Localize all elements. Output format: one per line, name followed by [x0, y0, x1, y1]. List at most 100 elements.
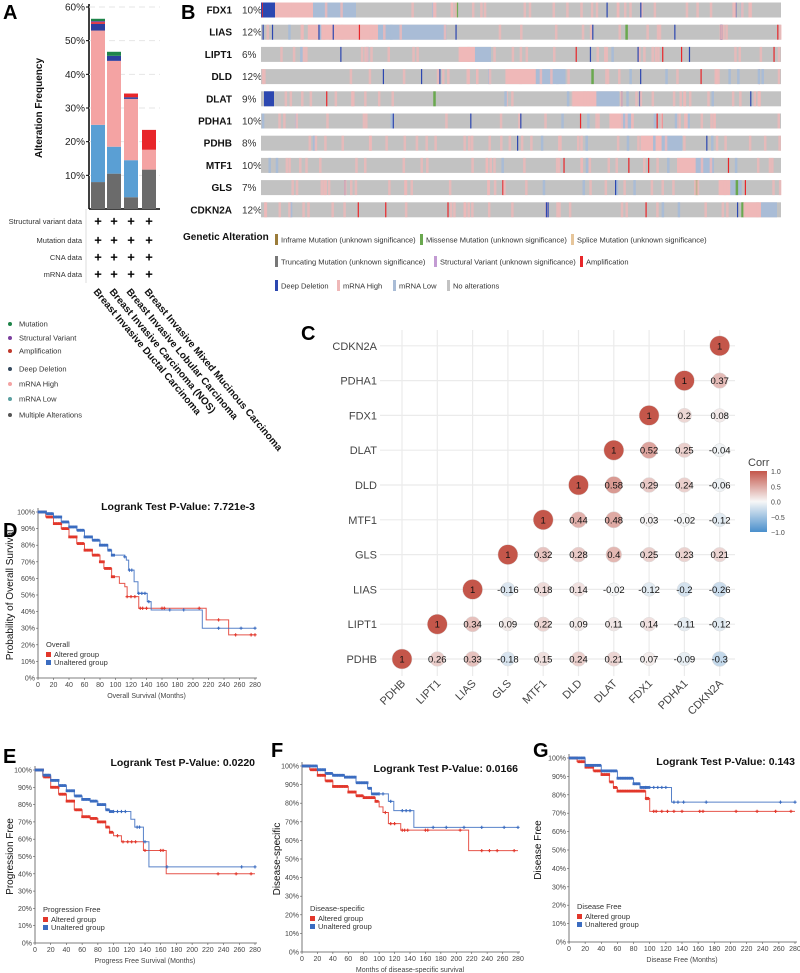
censor-mark: [81, 542, 85, 545]
oncoprint-legend-title: Genetic Alteration: [183, 232, 269, 243]
oncoprint-missense-mutation: [591, 69, 594, 85]
censor-mark: [69, 789, 72, 793]
gene-label: MTF1: [206, 161, 233, 172]
oncoprint-mrna-high: [377, 91, 381, 107]
censor-mark: [639, 789, 643, 793]
oncoprint-mrna-high: [696, 2, 699, 18]
oncoprint-track: [261, 180, 781, 196]
x-tick-label: 60: [614, 946, 622, 953]
colorbar-title: Corr: [748, 457, 770, 469]
oncoprint-mrna-high: [557, 157, 561, 173]
profile-plus-mark: +: [145, 250, 153, 265]
censor-mark: [137, 591, 141, 595]
censor-mark: [634, 789, 637, 793]
censor-mark: [121, 840, 125, 844]
censor-mark: [71, 535, 75, 539]
oncoprint-mrna-high: [404, 202, 408, 218]
censor-mark: [366, 781, 369, 785]
censor-mark: [93, 538, 97, 542]
censor-mark: [110, 810, 114, 813]
censor-mark: [39, 510, 42, 514]
censor-mark: [342, 785, 345, 788]
oncoprint-deep-deletion: [392, 113, 394, 129]
correlation-value: 0.24: [569, 655, 588, 666]
censor-mark: [102, 543, 105, 547]
oncoprint-mrna-high: [646, 24, 649, 40]
oncoprint-mrna-high: [709, 157, 713, 173]
profile-plus-mark: +: [145, 267, 153, 282]
x-tick-label: 240: [218, 682, 230, 689]
censor-mark: [623, 776, 627, 780]
censor-mark: [618, 776, 621, 780]
censor-mark: [582, 760, 586, 764]
oncoprint-mrna-high: [450, 2, 454, 18]
correlation-value: 0.18: [534, 585, 553, 596]
y-tick-label: 90%: [552, 774, 566, 781]
censor-mark: [239, 626, 243, 630]
oncoprint-deep-deletion: [332, 24, 334, 40]
censor-mark: [359, 794, 362, 798]
censor-mark: [593, 763, 596, 767]
correlation-circle: [464, 651, 481, 667]
oncoprint-mrna-high: [589, 24, 593, 40]
x-tick-label: 280: [789, 946, 800, 953]
oncoprint-legend-label: Splice Mutation (unknown significance): [577, 236, 707, 245]
correlation-value: -0.02: [674, 515, 696, 526]
oncoprint-mrna-high: [519, 46, 523, 62]
oncoprint-amplification: [358, 24, 361, 40]
censor-mark: [96, 803, 100, 806]
censor-mark: [90, 535, 93, 539]
censor-mark: [71, 525, 75, 529]
correlation-value: -0.18: [497, 655, 519, 666]
oncoprint-mrna-high: [275, 2, 313, 18]
censor-mark: [249, 872, 253, 876]
oncoprint-mrna-high: [340, 24, 344, 40]
oncoprint-mrna-low: [318, 24, 322, 40]
censor-mark: [582, 756, 586, 760]
oncoprint-mrna-high: [288, 157, 291, 173]
censor-mark: [357, 781, 360, 785]
correlation-circle: [676, 477, 692, 493]
correlation-circle: [500, 617, 515, 632]
oncoprint-mrna-high: [777, 46, 781, 62]
oncoprint-mrna-high: [366, 46, 369, 62]
profile-row-label: CNA data: [50, 253, 83, 262]
oncoprint-mrna-high: [420, 157, 423, 173]
correlation-value: 1: [541, 515, 546, 526]
censor-mark: [115, 809, 120, 814]
legend-dot: [8, 349, 12, 353]
censor-mark: [34, 768, 37, 772]
censor-mark: [575, 756, 579, 760]
censor-mark: [627, 776, 630, 780]
censor-mark: [374, 792, 377, 796]
censor-mark: [52, 515, 56, 519]
bar-segment-amplification: [142, 129, 156, 150]
censor-mark: [609, 769, 612, 773]
censor-mark: [676, 800, 680, 804]
gene-alteration-percent: 7%: [242, 183, 257, 194]
censor-mark: [357, 794, 360, 798]
oncoprint-amplification: [744, 180, 747, 196]
oncoprint-mrna-high: [597, 113, 600, 129]
profile-plus-mark: +: [110, 250, 118, 265]
censor-mark: [80, 528, 83, 532]
oncoprint-mrna-high: [324, 180, 328, 196]
censor-mark: [46, 512, 49, 516]
censor-mark: [600, 773, 603, 776]
oncoprint-missense-mutation: [695, 180, 698, 196]
censor-mark: [589, 763, 593, 767]
oncoprint-track: [261, 202, 781, 218]
oncoprint-amplification: [575, 46, 577, 62]
oncoprint-mrna-high: [278, 202, 282, 218]
oncoprint-mrna-high: [676, 69, 679, 85]
correlation-circle: [606, 617, 621, 632]
oncoprint-legend-swatch: [447, 280, 450, 291]
oncoprint-mrna-low: [661, 135, 683, 151]
censor-mark: [371, 792, 374, 796]
censor-mark: [389, 799, 393, 803]
bar-segment-deep-deletion: [91, 23, 105, 31]
censor-mark: [125, 595, 129, 599]
censor-mark: [126, 840, 130, 844]
censor-mark: [350, 790, 354, 794]
profile-plus-mark: +: [94, 214, 102, 229]
